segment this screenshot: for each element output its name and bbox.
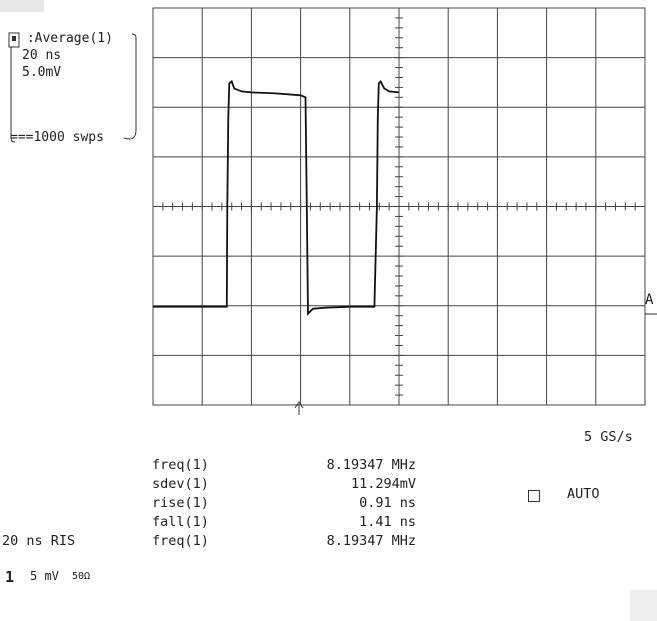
graticule [152, 7, 646, 406]
meas-value-rise: 0.91 ns [359, 495, 416, 511]
trace-descriptor-frame [8, 32, 137, 143]
meas-value-freq: 8.19347 MHz [326, 457, 416, 473]
trace-timebase: 20 ns [22, 48, 62, 63]
corner-tab [0, 0, 44, 12]
waveform-series [153, 79, 400, 316]
channel-number: 1 [5, 568, 15, 586]
corner-tab-bottom [630, 590, 657, 621]
auto-label: AUTO [567, 486, 600, 502]
channel-volts: 5 mV [30, 569, 59, 583]
meas-value-freq-2: 8.19347 MHz [326, 533, 416, 549]
acq-mode: 20 ns RIS [2, 533, 76, 549]
meas-label-sdev: sdev(1) [152, 476, 209, 492]
trigger-level-marker: A [645, 292, 654, 308]
sample-rate: 5 GS/s [584, 429, 633, 445]
markers [294, 313, 657, 415]
trace-descriptor[interactable]: :Average(1) 20 ns 5.0mV ===1000 swps [6, 30, 152, 148]
auto-checkbox[interactable] [528, 490, 540, 502]
trace-volts: 5.0mV [22, 65, 62, 80]
meas-value-sdev: 11.294mV [350, 476, 416, 492]
meas-value-fall: 1.41 ns [359, 514, 416, 530]
channel-coupling: 50Ω [72, 571, 91, 582]
trace-sweeps: ===1000 swps [10, 130, 104, 145]
meas-label-freq-2: freq(1) [152, 533, 209, 549]
meas-label-fall: fall(1) [152, 514, 209, 530]
trace-function: :Average(1) [19, 31, 113, 46]
meas-label-rise: rise(1) [152, 495, 209, 511]
trigger-arrow-icon [294, 401, 304, 415]
meas-label-freq: freq(1) [152, 457, 209, 473]
waveform-trace [153, 79, 400, 316]
